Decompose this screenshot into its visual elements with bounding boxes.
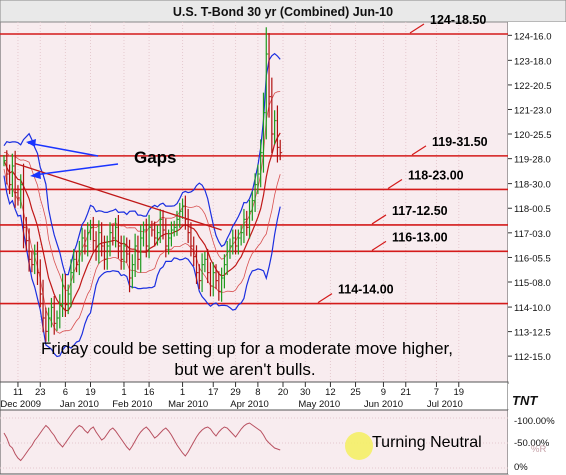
date-tick-label: 20 (278, 387, 289, 398)
chart-title: U.S. T-Bond 30 yr (Combined) Jun-10 (173, 5, 393, 19)
date-month-label: Jun 2010 (364, 399, 403, 410)
inner-upper-band (3, 91, 281, 291)
price-tick-label: 113-12.5 (514, 328, 551, 339)
date-tick-label: 12 (325, 387, 336, 398)
date-tick-label: 25 (350, 387, 361, 398)
level-label: 118-23.00 (408, 168, 464, 182)
price-tick-label: 123-18.0 (514, 56, 552, 67)
level-label: 117-12.50 (392, 204, 448, 218)
price-tick-label: 112-15.0 (514, 352, 551, 363)
price-tick-label: 119-28.0 (514, 155, 551, 166)
level-leader (371, 240, 387, 251)
commentary-line-1: Friday could be setting up for a moderat… (41, 339, 453, 358)
indicator-tick-label: -50.00% (514, 438, 550, 449)
level-leader (317, 293, 333, 304)
date-tick-label: 9 (381, 387, 386, 398)
trendline-group (14, 162, 222, 231)
indicator-tick-label: -100.00% (514, 416, 555, 427)
level-leader (387, 178, 403, 189)
date-month-label: Jan 2010 (60, 399, 99, 410)
svg-text:TNT: TNT (512, 393, 538, 408)
date-tick-label: 7 (434, 387, 439, 398)
date-tick-label: 8 (255, 387, 260, 398)
price-tick-label: 117-03.0 (514, 229, 551, 240)
commentary-line-2: but we aren't bulls. (174, 360, 315, 379)
date-tick-label: 6 (63, 387, 68, 398)
date-tick-label: 1 (180, 387, 185, 398)
date-month-label: Jul 2010 (427, 399, 463, 410)
level-leader (411, 145, 427, 156)
indicator-line (3, 422, 281, 462)
vertical-grid (17, 22, 460, 382)
middle-average (3, 132, 281, 312)
level-leader (409, 23, 425, 34)
date-tick-label: 30 (300, 387, 311, 398)
price-tick-label: 118-00.5 (514, 204, 551, 215)
date-tick-label: 29 (230, 387, 241, 398)
date-month-label: Feb 2010 (112, 399, 152, 410)
trendline (14, 162, 222, 231)
price-bars (3, 27, 283, 342)
date-month-label: May 2010 (298, 399, 340, 410)
price-tick-label: 116-05.5 (514, 253, 551, 264)
lower-band (3, 175, 281, 358)
indicator-axis-background (508, 410, 566, 474)
inner-lower-band (3, 169, 281, 334)
price-axis-background (508, 22, 566, 382)
turning-neutral-highlight (345, 432, 373, 460)
price-tick-label: 115-08.0 (514, 278, 551, 289)
upper-band (3, 52, 281, 276)
date-axis: 11 23 6 19 1 16 1 17 29 8 20 30 12 25 9 21 7 19 Dec 2009 Ja… (0, 382, 464, 410)
turning-neutral-label: Turning Neutral (372, 434, 482, 451)
indicator-tick-label: 0% (514, 462, 528, 473)
date-tick-label: 19 (453, 387, 464, 398)
date-tick-label: 1 (121, 387, 126, 398)
price-tick-label: 122-20.5 (514, 81, 552, 92)
date-tick-label: 21 (400, 387, 411, 398)
price-tick-label: 120-25.5 (514, 130, 552, 141)
price-tick-label: 118-30.0 (514, 180, 551, 191)
level-leader (371, 214, 387, 225)
price-tick-label: 114-10.0 (514, 303, 551, 314)
moving-average-bands (3, 52, 281, 358)
date-month-label: Dec 2009 (0, 399, 41, 410)
indicator-panel-background (0, 409, 509, 475)
level-label: 116-13.00 (392, 230, 448, 244)
date-tick-label: 17 (208, 387, 219, 398)
date-month-label: Mar 2010 (168, 399, 208, 410)
gaps-annotation: Gaps (26, 139, 177, 179)
indicator-label: %R (531, 444, 546, 455)
gaps-label: Gaps (134, 148, 177, 167)
price-tick-label: 124-16.0 (514, 31, 552, 42)
williams-r-indicator: -100.00% -50.00% 0% (0, 416, 555, 473)
level-label: 114-14.00 (338, 283, 394, 297)
level-label: 124-18.50 (430, 13, 486, 27)
date-tick-label: 19 (85, 387, 96, 398)
level-label: 119-31.50 (432, 135, 488, 149)
date-month-label: Apr 2010 (230, 399, 269, 410)
price-axis-ticks: 124-16.0 123-18.0 122-20.5 121-23.0 120-25.5… (508, 31, 552, 363)
date-tick-label: 23 (35, 387, 46, 398)
tnt-logo: TNT (508, 384, 566, 410)
price-tick-label: 121-23.0 (514, 105, 552, 116)
date-tick-label: 16 (144, 387, 155, 398)
date-tick-label: 11 (13, 387, 23, 398)
